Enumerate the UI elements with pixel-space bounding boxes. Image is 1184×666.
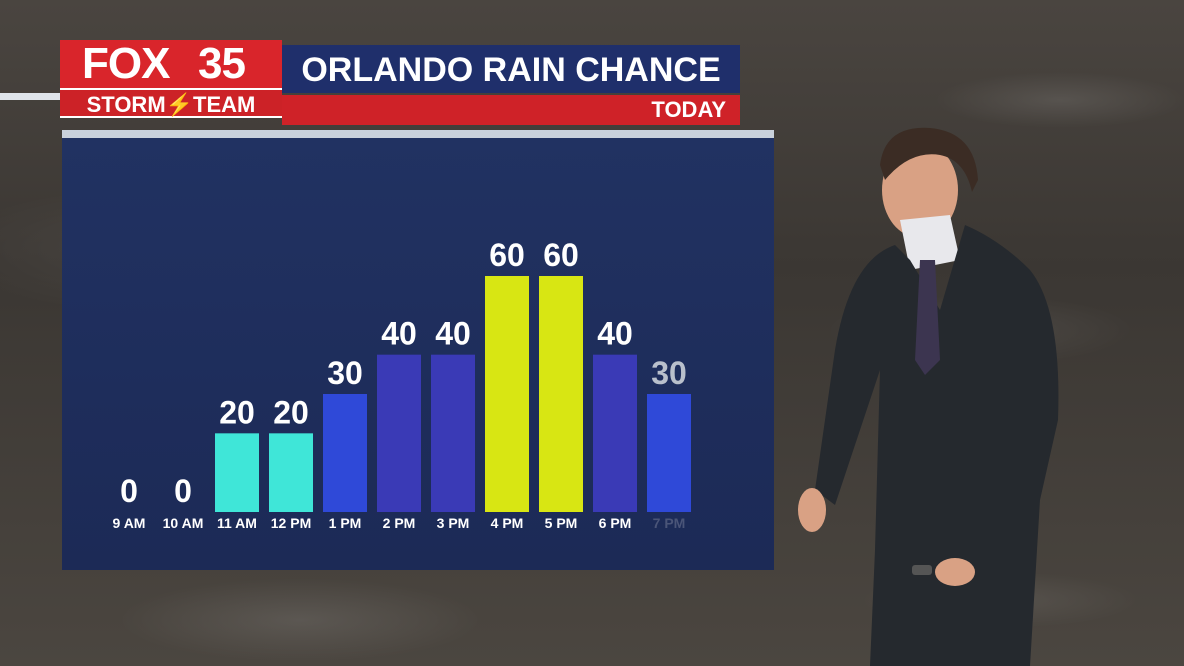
value-label: 20 <box>273 394 309 430</box>
page-title: ORLANDO RAIN CHANCE <box>282 45 740 93</box>
hour-label: 4 PM <box>491 515 524 531</box>
value-label: 60 <box>543 237 579 273</box>
rain-chance-chart: 0 9 AM 0 10 AM 20 11 AM 20 12 PM 30 1 PM 40 2 PM 40 3… <box>113 237 691 531</box>
fox35-logo: FOX 35 <box>60 40 282 88</box>
bar-3pm <box>431 354 475 512</box>
hour-label: 9 AM <box>113 515 146 531</box>
storm-team-logo: STORM⚡TEAM <box>60 88 282 118</box>
value-label: 20 <box>219 394 255 430</box>
day-label: TODAY <box>282 95 740 125</box>
value-label: 40 <box>381 316 417 352</box>
value-label: 60 <box>489 237 525 273</box>
value-label: 30 <box>651 355 687 391</box>
logo-fox-text: FOX <box>82 39 170 88</box>
value-label: 0 <box>120 473 138 509</box>
hour-label: 12 PM <box>271 515 311 531</box>
bar-2pm <box>377 354 421 512</box>
value-label: 40 <box>435 316 471 352</box>
value-label: 0 <box>174 473 192 509</box>
hour-label: 3 PM <box>437 515 470 531</box>
hour-label: 10 AM <box>163 515 204 531</box>
bar-4pm <box>485 276 529 512</box>
bar-1pm <box>323 394 367 512</box>
hour-label: 7 PM <box>653 515 686 531</box>
bar-5pm <box>539 276 583 512</box>
hour-label: 6 PM <box>599 515 632 531</box>
panel-top-border <box>62 130 774 138</box>
chart-panel: 0 9 AM 0 10 AM 20 11 AM 20 12 PM 30 1 PM 40 2 PM 40 3… <box>62 130 774 570</box>
value-label: 30 <box>327 355 363 391</box>
value-label: 40 <box>597 316 633 352</box>
accent-line <box>0 93 62 100</box>
bar-12pm <box>269 433 313 512</box>
hour-label: 2 PM <box>383 515 416 531</box>
hour-label: 11 AM <box>217 515 257 531</box>
hour-label: 1 PM <box>329 515 362 531</box>
bar-6pm <box>593 354 637 512</box>
graphic-header: FOX 35 STORM⚡TEAM ORLANDO RAIN CHANCE TO… <box>60 40 740 125</box>
hour-label: 5 PM <box>545 515 578 531</box>
logo-number: 35 <box>198 39 246 88</box>
meteorologist-figure <box>798 127 1059 666</box>
bar-11am <box>215 433 259 512</box>
bar-7pm <box>647 394 691 512</box>
